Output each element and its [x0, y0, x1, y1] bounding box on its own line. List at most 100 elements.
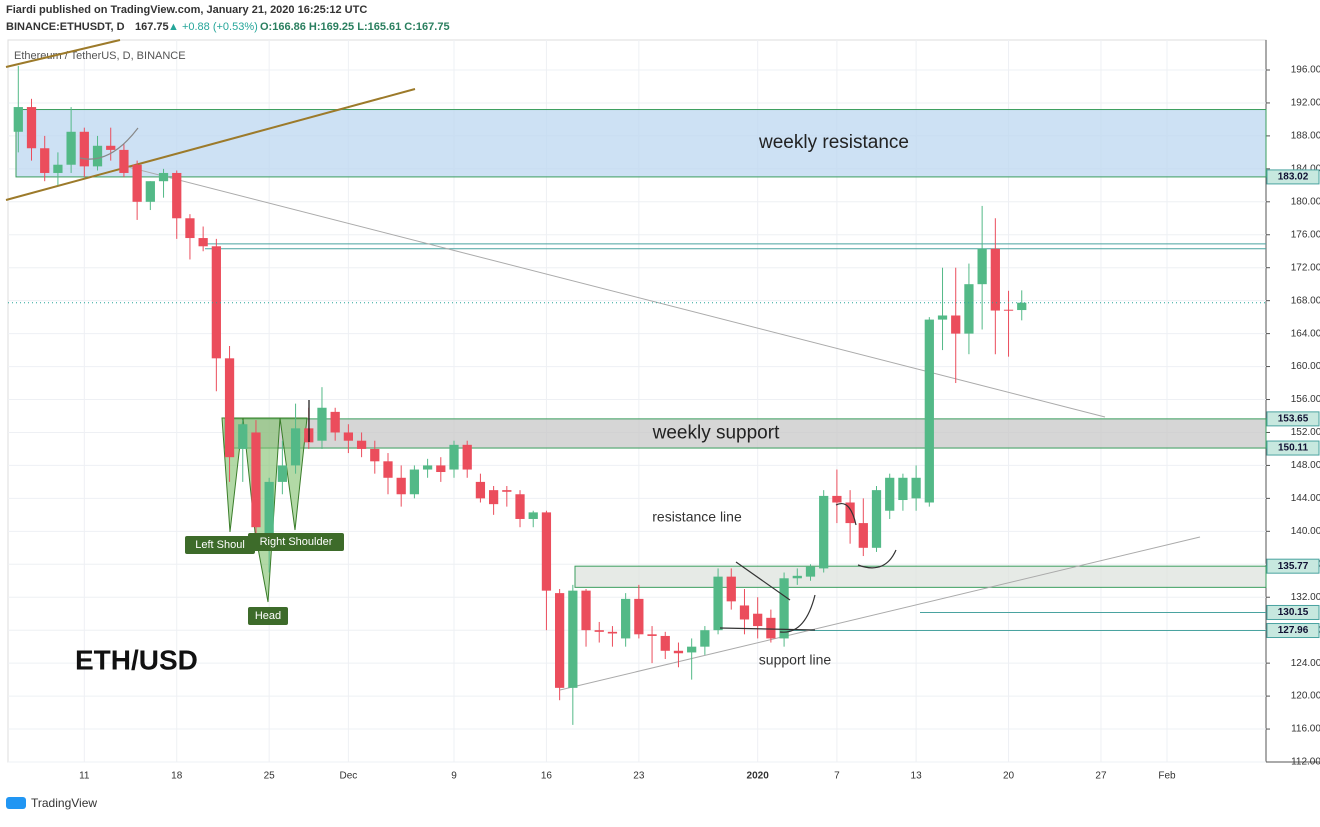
- candle-body: [317, 407, 327, 441]
- candle-body: [277, 465, 287, 482]
- x-tick-label: 18: [171, 771, 183, 782]
- x-tick-label: 20: [1003, 771, 1015, 782]
- candle-body: [238, 424, 248, 449]
- candle-body: [805, 566, 816, 577]
- candle-body: [449, 444, 459, 470]
- candle-body: [792, 575, 802, 579]
- zone: [224, 418, 1267, 449]
- candle-body: [871, 490, 882, 548]
- candle-body: [158, 172, 169, 182]
- candle-body: [766, 617, 776, 639]
- price-label: 130.15: [1278, 607, 1309, 618]
- candle-body: [422, 465, 433, 470]
- candle-body: [819, 495, 829, 569]
- y-tick-label: 152.00: [1291, 427, 1320, 438]
- candle-body: [607, 631, 618, 634]
- zone-label: weekly support: [652, 422, 780, 443]
- candle-body: [898, 477, 908, 501]
- candle-body: [858, 523, 868, 548]
- candle-body: [739, 605, 750, 620]
- y-tick-label: 132.00: [1291, 592, 1320, 603]
- candle-body: [977, 248, 987, 285]
- y-tick-label: 180.00: [1291, 196, 1320, 207]
- candle-body: [634, 598, 644, 635]
- candle-body: [488, 490, 499, 505]
- y-tick-label: 172.00: [1291, 262, 1320, 273]
- x-tick-label: 16: [541, 771, 553, 782]
- candle-body: [568, 590, 578, 688]
- candle-body: [330, 411, 340, 433]
- x-tick-label: 25: [264, 771, 276, 782]
- price-label-box: [1266, 558, 1320, 574]
- y-tick-label: 144.00: [1291, 493, 1320, 504]
- x-tick-label: Feb: [1158, 771, 1176, 782]
- candle-body: [555, 593, 565, 688]
- candle-body: [687, 646, 697, 653]
- price-label: 135.77: [1278, 561, 1309, 572]
- y-tick-label: 184.00: [1291, 163, 1320, 174]
- candle-body: [13, 107, 23, 132]
- y-tick-label: 164.00: [1291, 328, 1320, 339]
- candle-body: [343, 432, 354, 441]
- candle-body: [145, 181, 155, 202]
- candle-body: [924, 319, 934, 503]
- y-tick-label: 124.00: [1291, 658, 1320, 669]
- y-tick-label: 116.00: [1291, 724, 1320, 735]
- candle-body: [370, 448, 380, 462]
- y-tick-label: 120.00: [1291, 691, 1320, 702]
- candle-body: [290, 428, 301, 466]
- ohlc: O:166.86 H:169.25 L:165.61 C:167.75: [260, 21, 450, 33]
- candle-body: [383, 461, 393, 478]
- y-tick-label: 192.00: [1291, 98, 1320, 109]
- pattern-label: Head: [255, 610, 281, 622]
- candle-body: [40, 148, 50, 173]
- trend-line: [5, 88, 416, 201]
- price-label: 183.02: [1278, 172, 1309, 183]
- candle-body: [885, 477, 895, 511]
- zone: [15, 109, 1267, 178]
- x-tick-label: Dec: [339, 771, 357, 782]
- footer-logo: [6, 797, 26, 809]
- y-tick-label: 168.00: [1291, 295, 1320, 306]
- annotation: support line: [759, 652, 832, 668]
- y-tick-label: 112.00: [1291, 757, 1320, 768]
- x-tick-label: 9: [451, 771, 457, 782]
- x-tick-label: 27: [1095, 771, 1107, 782]
- candle-body: [462, 444, 472, 470]
- candle-body: [172, 172, 182, 219]
- candle-body: [79, 131, 89, 167]
- candle-body: [951, 315, 961, 334]
- candle-body: [911, 477, 921, 499]
- y-tick-label: 176.00: [1291, 229, 1320, 240]
- arrow: [79, 127, 139, 160]
- candle-body: [581, 590, 591, 631]
- x-tick-label: 13: [911, 771, 923, 782]
- y-tick-label: 148.00: [1291, 460, 1320, 471]
- candle-body: [832, 495, 842, 503]
- candle-body: [502, 490, 512, 492]
- pattern: [221, 417, 308, 603]
- candle-body: [475, 481, 486, 499]
- candle-body: [409, 469, 420, 495]
- candle-body: [53, 164, 63, 173]
- candle-body: [713, 576, 723, 631]
- candle-body: [436, 465, 446, 473]
- candle-body: [541, 512, 552, 591]
- y-tick-label: 196.00: [1291, 65, 1320, 76]
- candle-body: [990, 248, 1000, 311]
- pattern-tag: [185, 536, 255, 554]
- arrow: [857, 549, 897, 569]
- x-tick-label: 23: [633, 771, 645, 782]
- chart-title: Ethereum / TetherUS, D, BINANCE: [14, 50, 186, 62]
- y-tick-label: 160.00: [1291, 361, 1320, 372]
- candle-body: [660, 635, 670, 651]
- candle-body: [356, 440, 367, 449]
- symbol: BINANCE:ETHUSDT, D: [6, 21, 125, 33]
- x-tick-label: 7: [834, 771, 840, 782]
- footer: TradingView: [31, 796, 97, 810]
- trend-line: [5, 39, 121, 68]
- arrow: [779, 594, 816, 633]
- candle-body: [185, 218, 195, 239]
- candle-body: [594, 630, 604, 632]
